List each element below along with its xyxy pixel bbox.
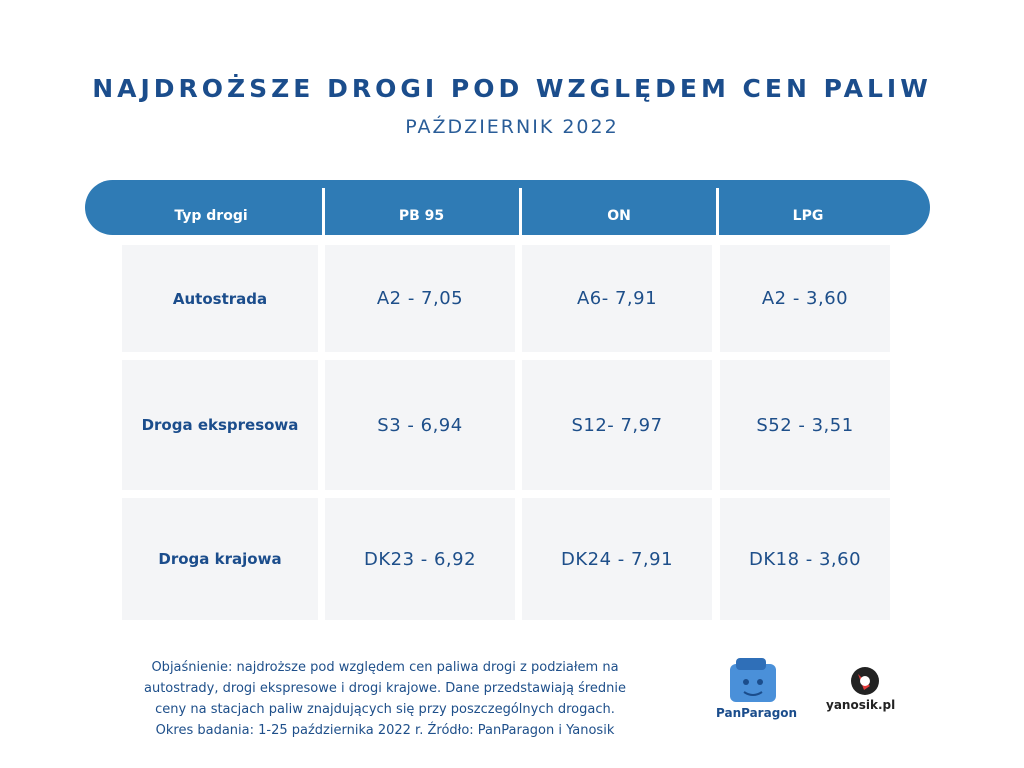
yanosik-icon <box>851 667 879 695</box>
title: NAJDROŻSZE DROGI POD WZGLĘDEM CEN PALIW <box>92 74 932 103</box>
footnote-line: Okres badania: 1-25 października 2022 r.… <box>155 723 615 738</box>
price-cell: S3 - 6,94 <box>325 360 515 490</box>
footnote-line: Objaśnienie: najdroższe pod względem cen… <box>151 660 619 675</box>
logo-panparagon: PanParagon <box>716 706 798 720</box>
price-cell: A2 - 3,60 <box>720 245 890 352</box>
price-cell: DK24 - 7,91 <box>522 498 712 620</box>
price-cell: S52 - 3,51 <box>720 360 890 490</box>
column-divider <box>519 188 522 235</box>
row-header: Droga krajowa <box>122 498 318 620</box>
price-cell: DK23 - 6,92 <box>325 498 515 620</box>
price-cell: A6- 7,91 <box>522 245 712 352</box>
column-header: LPG <box>792 208 824 224</box>
price-cell: S12- 7,97 <box>522 360 712 490</box>
price-cell: A2 - 7,05 <box>325 245 515 352</box>
footnote-line: autostrady, drogi ekspresowe i drogi kra… <box>143 681 626 696</box>
price-cell: DK18 - 3,60 <box>720 498 890 620</box>
column-divider <box>322 188 325 235</box>
column-divider <box>716 188 719 235</box>
column-header: Typ drogi <box>174 208 248 224</box>
footnote-line: ceny na stacjach paliw znajdujących się … <box>155 702 615 717</box>
column-header: PB 95 <box>398 208 445 224</box>
column-header: ON <box>607 208 631 224</box>
row-header: Autostrada <box>122 245 318 352</box>
subtitle: PAŹDZIERNIK 2022 <box>405 116 619 138</box>
row-header: Droga ekspresowa <box>122 360 318 490</box>
panparagon-icon <box>730 658 776 702</box>
header-bar <box>85 180 930 235</box>
logo-yanosik: yanosik.pl <box>826 698 896 712</box>
